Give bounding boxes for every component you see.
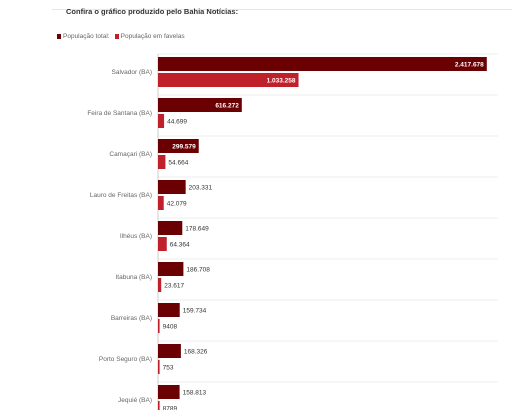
bar-total (158, 303, 180, 317)
legend-swatch-favelas (114, 34, 119, 39)
chart-legend: População total: População em favelas (57, 33, 190, 40)
data-label: 158.813 (183, 389, 207, 396)
data-label: 159.734 (183, 307, 207, 314)
category-label: Porto Seguro (BA) (99, 356, 152, 363)
data-label: 203.331 (189, 184, 213, 191)
bar-favelas (158, 319, 160, 333)
bar-total (158, 57, 487, 71)
legend-label-total: População total: (63, 33, 110, 40)
category-label: Ilhéus (BA) (120, 233, 152, 240)
category-label: Camaçari (BA) (109, 151, 152, 158)
data-label: 8789 (163, 405, 178, 410)
bar-total (158, 180, 186, 194)
data-label: 753 (163, 364, 174, 371)
data-label: 1.033.258 (267, 77, 296, 84)
top-divider (52, 9, 512, 10)
bar-favelas (158, 360, 160, 374)
data-label: 42.079 (167, 200, 187, 207)
bar-favelas (158, 278, 162, 292)
bar-total (158, 98, 242, 112)
legend-label-favelas: População em favelas (120, 33, 185, 40)
bar-favelas (158, 401, 160, 410)
bar-total (158, 262, 184, 276)
legend-item-favelas[interactable]: População em favelas (114, 33, 185, 40)
bar-total (158, 221, 183, 235)
bar-favelas (158, 73, 299, 87)
data-label: 616.272 (215, 102, 239, 109)
bar-favelas (158, 155, 166, 169)
category-label: Barreiras (BA) (111, 315, 152, 322)
data-label: 9408 (163, 323, 178, 330)
category-label: Lauro de Freitas (BA) (90, 192, 152, 199)
data-label: 23.617 (164, 282, 184, 289)
bar-total (158, 344, 181, 358)
data-label: 168.326 (184, 348, 208, 355)
data-label: 178.649 (185, 225, 209, 232)
bar-favelas (158, 114, 165, 128)
category-label: Feira de Santana (BA) (87, 110, 152, 117)
bar-total (158, 139, 199, 153)
data-label: 299.579 (172, 143, 196, 150)
data-label: 44.699 (167, 118, 187, 125)
data-label: 64.364 (170, 241, 190, 248)
category-label: Itabuna (BA) (116, 274, 153, 281)
legend-item-total[interactable]: População total: (57, 33, 110, 40)
category-label: Jequié (BA) (118, 397, 152, 404)
bar-favelas (158, 196, 164, 210)
legend-swatch-total (57, 34, 61, 39)
chart-title: Confira o gráfico produzido pelo Bahia N… (66, 7, 239, 16)
bar-favelas (158, 237, 167, 251)
data-label: 2.417.678 (455, 61, 484, 68)
data-label: 186.708 (186, 266, 210, 273)
category-label: Salvador (BA) (112, 69, 152, 76)
bar-total (158, 385, 180, 399)
data-label: 54.664 (168, 159, 188, 166)
